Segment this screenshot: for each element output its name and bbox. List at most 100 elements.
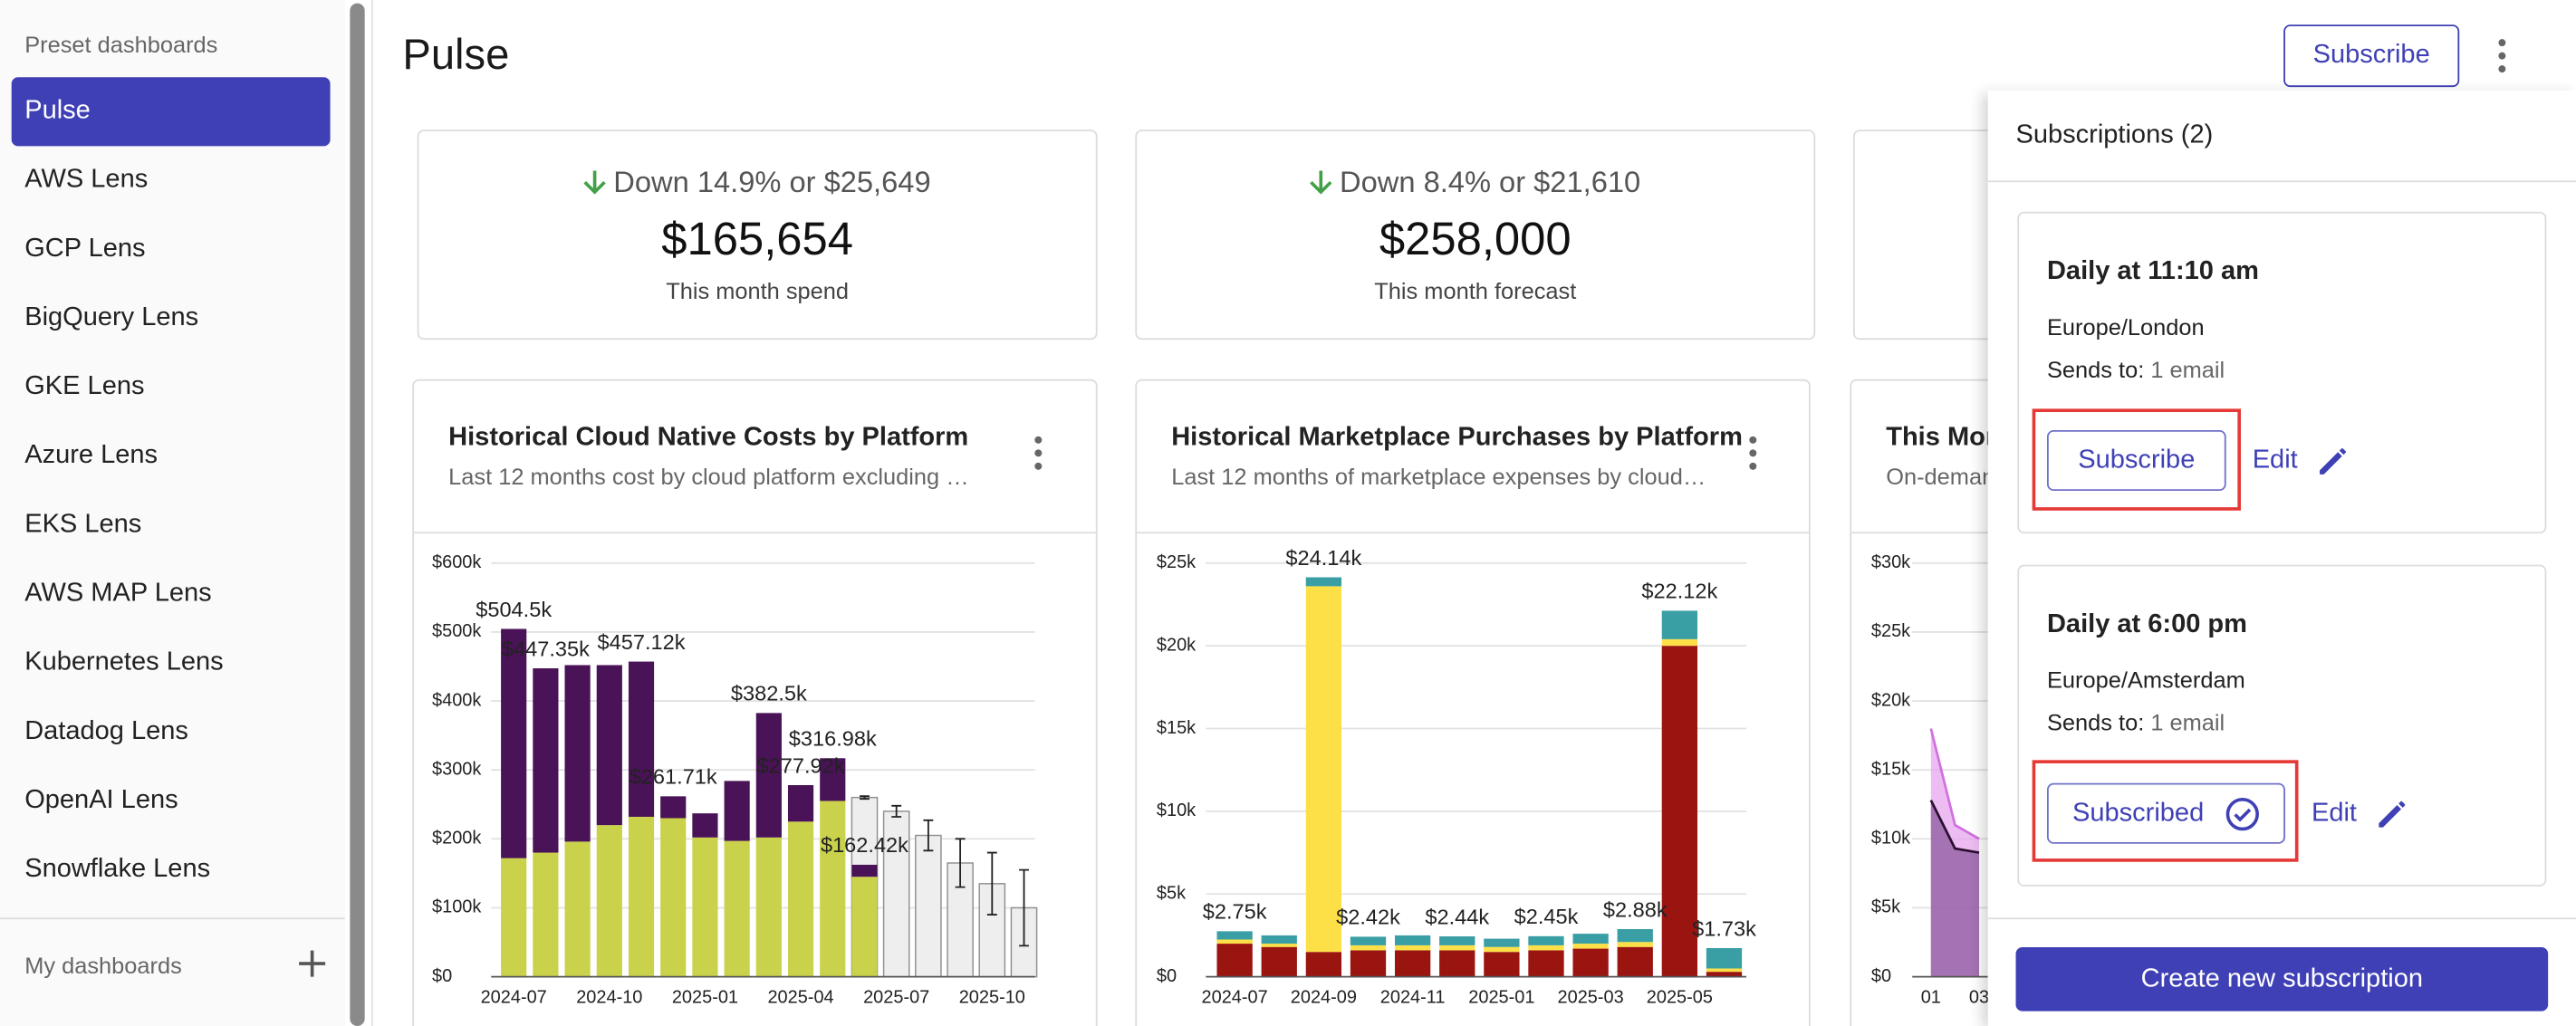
bar-segment xyxy=(628,816,655,977)
kpi-label: This month spend xyxy=(666,277,850,304)
y-tick-label: $10k xyxy=(1157,801,1196,820)
bar-segment xyxy=(1617,928,1653,943)
y-tick-label: $100k xyxy=(432,897,481,917)
nav-item[interactable]: AWS Lens xyxy=(24,166,149,194)
data-label: $382.5k xyxy=(731,682,807,705)
bar-segment xyxy=(1216,939,1253,944)
bar-segment xyxy=(1439,936,1475,945)
divider xyxy=(370,0,373,1026)
y-tick-label: $5k xyxy=(1157,884,1186,904)
subscribed-button[interactable]: Subscribed xyxy=(2046,782,2285,844)
nav-item[interactable]: GCP Lens xyxy=(24,235,146,264)
x-tick-label: 2025-05 xyxy=(1647,987,1713,1007)
bar-segment xyxy=(1661,638,1698,647)
bar-segment xyxy=(724,840,750,977)
create-button[interactable]: Create new subscription xyxy=(2015,946,2549,1012)
bar-segment xyxy=(1439,944,1475,951)
edit-link[interactable]: Edit xyxy=(2252,446,2298,475)
bar-segment xyxy=(692,813,718,838)
nav-item[interactable]: GKE Lens xyxy=(24,372,145,401)
data-label: $162.42k xyxy=(821,833,908,857)
y-tick-label: $25k xyxy=(1157,552,1196,572)
bar-segment xyxy=(787,821,814,977)
bar-segment xyxy=(820,801,846,977)
data-label: $316.98k xyxy=(789,727,877,751)
error-bar xyxy=(986,851,997,916)
bar-segment xyxy=(1350,950,1387,977)
bar-segment xyxy=(1394,950,1431,977)
bar-segment xyxy=(1350,944,1387,951)
data-label: $22.12k xyxy=(1641,580,1717,603)
chart-subtitle: On-deman xyxy=(1886,463,1995,490)
x-tick-label: 2025-03 xyxy=(1558,987,1624,1007)
chart-title: Historical Marketplace Purchases by Plat… xyxy=(1171,423,1743,452)
schedule: Daily at 6:00 pm xyxy=(2046,610,2247,639)
x-tick-label: 2025-04 xyxy=(767,987,833,1007)
nav-item[interactable]: Pulse xyxy=(11,77,331,147)
my-dashboards: My dashboards xyxy=(24,952,182,979)
edit-link[interactable]: Edit xyxy=(2311,799,2358,828)
section-title: Preset dashboards xyxy=(24,31,218,58)
bar-segment xyxy=(692,837,718,977)
button-text: Subscribed xyxy=(2072,798,2205,827)
divider xyxy=(414,532,1096,534)
more-icon[interactable] xyxy=(1742,435,1764,471)
panel-title: Subscriptions (2) xyxy=(2015,121,2214,149)
bar-segment xyxy=(755,837,782,977)
bar-segment xyxy=(755,713,782,838)
kpi-card: Down 8.4% or $21,610 $258,000 This month… xyxy=(1135,129,1816,340)
bar-segment xyxy=(1305,577,1342,587)
subscribe-button[interactable]: Subscribe xyxy=(2283,24,2460,88)
add-icon[interactable] xyxy=(297,949,327,979)
nav-item[interactable]: AWS MAP Lens xyxy=(24,579,212,608)
y-tick-label: $200k xyxy=(432,829,481,849)
nav-item[interactable]: EKS Lens xyxy=(24,510,142,539)
more-icon[interactable] xyxy=(2491,36,2514,76)
bar-segment xyxy=(787,785,814,822)
bar-segment xyxy=(1261,935,1297,944)
nav-item[interactable]: Snowflake Lens xyxy=(24,855,211,884)
x-tick-label: 2024-07 xyxy=(1202,987,1268,1007)
bar-segment xyxy=(628,661,655,817)
bar-segment xyxy=(1706,972,1743,977)
nav-item[interactable]: Kubernetes Lens xyxy=(24,648,224,676)
x-tick-label: 2024-07 xyxy=(481,987,547,1007)
highlight-box xyxy=(2032,760,2299,862)
sends-value: 1 email xyxy=(2150,356,2225,383)
line xyxy=(1929,800,1980,854)
line xyxy=(1929,728,1980,840)
chart-subtitle: Last 12 months of marketplace expenses b… xyxy=(1171,463,1706,490)
data-label: $447.35k xyxy=(502,637,590,660)
nav-item[interactable]: BigQuery Lens xyxy=(24,303,199,332)
data-label: $24.14k xyxy=(1285,546,1361,570)
x-tick-label: 01 xyxy=(1921,987,1941,1007)
nav-item[interactable]: OpenAI Lens xyxy=(24,786,178,815)
kpi-change: Down 14.9% or $25,649 xyxy=(419,166,1096,200)
nav-item[interactable]: Azure Lens xyxy=(24,441,159,470)
edit-icon[interactable] xyxy=(2376,798,2408,830)
subscription-card: Daily at 6:00 pm Europe/Amsterdam Sends … xyxy=(2017,564,2547,887)
bar-segment xyxy=(724,781,750,841)
x-tick-label: 2025-01 xyxy=(1468,987,1534,1007)
down-arrow xyxy=(584,170,607,195)
bar-segment xyxy=(1484,952,1520,977)
more-icon[interactable] xyxy=(1027,435,1050,471)
check-icon xyxy=(2225,797,2259,830)
kpi-value: $258,000 xyxy=(1379,213,1572,264)
edit-icon[interactable] xyxy=(2316,445,2349,477)
y-tick-label: $0 xyxy=(1157,966,1177,986)
x-tick-label: 2025-07 xyxy=(863,987,929,1007)
timezone: Europe/Amsterdam xyxy=(2046,666,2245,694)
bar-segment xyxy=(1484,938,1520,947)
timezone: Europe/London xyxy=(2046,313,2205,340)
y-tick-label: $0 xyxy=(1871,966,1891,986)
subscribe-button[interactable]: Subscribe xyxy=(2046,429,2226,492)
divider xyxy=(0,917,345,920)
bar-segment xyxy=(820,758,846,801)
chart-title: This Mon xyxy=(1886,423,2002,452)
data-label: $457.12k xyxy=(598,630,686,654)
bar-segment xyxy=(1528,950,1564,977)
nav-item[interactable]: Datadog Lens xyxy=(24,717,188,746)
